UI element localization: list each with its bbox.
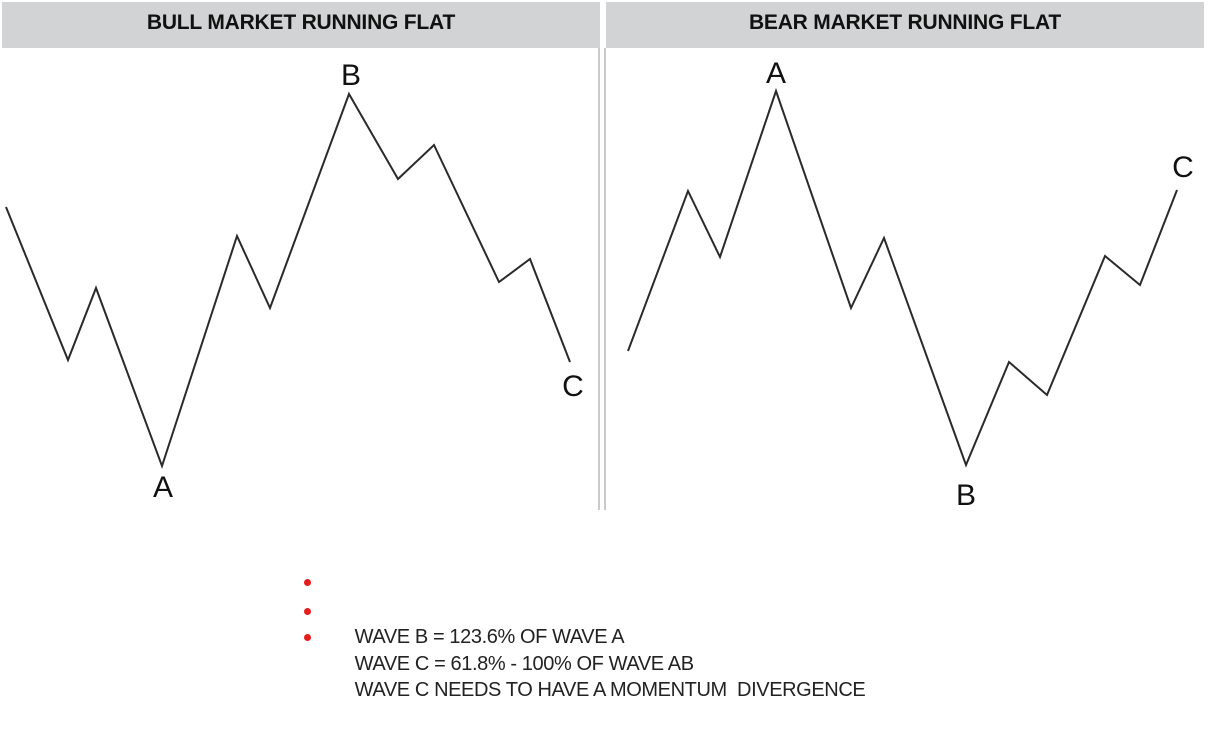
bear-wave-a-label: A bbox=[766, 57, 786, 90]
bullet-icon bbox=[304, 608, 311, 615]
bull-wave-b-label: B bbox=[341, 59, 361, 92]
rule-text: WAVE C = 61.8% - 100% OF WAVE AB bbox=[354, 653, 694, 675]
list-item: WAVE C NEEDS TO HAVE A MOMENTUM DIVERGEN… bbox=[300, 625, 866, 701]
bull-wave-a-label: A bbox=[153, 471, 173, 504]
bear-running-flat-wave bbox=[627, 87, 1178, 468]
bear-wave-b-label: B bbox=[956, 479, 976, 512]
list-item: WAVE C = 61.8% - 100% OF WAVE AB bbox=[300, 599, 865, 675]
rule-text: WAVE C NEEDS TO HAVE A MOMENTUM DIVERGEN… bbox=[354, 679, 866, 701]
panel-divider-line bbox=[598, 48, 600, 510]
wave-rules-list: WAVE B = 123.6% OF WAVE A WAVE C = 61.8%… bbox=[300, 570, 866, 701]
bull-wave-c-label: C bbox=[562, 370, 584, 403]
bull-running-flat-wave bbox=[5, 91, 571, 470]
bullet-icon bbox=[304, 634, 311, 641]
rule-text: WAVE B = 123.6% OF WAVE A bbox=[354, 626, 625, 648]
bear-market-header: BEAR MARKET RUNNING FLAT bbox=[606, 2, 1204, 48]
panel-divider-line bbox=[604, 48, 606, 510]
bull-market-header: BULL MARKET RUNNING FLAT bbox=[2, 2, 600, 48]
bear-market-title: BEAR MARKET RUNNING FLAT bbox=[748, 11, 1062, 34]
bull-market-title: BULL MARKET RUNNING FLAT bbox=[146, 11, 456, 34]
list-item: WAVE B = 123.6% OF WAVE A bbox=[300, 570, 865, 648]
bear-wave-c-label: C bbox=[1172, 151, 1194, 184]
bullet-icon bbox=[304, 579, 311, 586]
wave-diagrams: A B C A B C bbox=[5, 57, 1194, 512]
